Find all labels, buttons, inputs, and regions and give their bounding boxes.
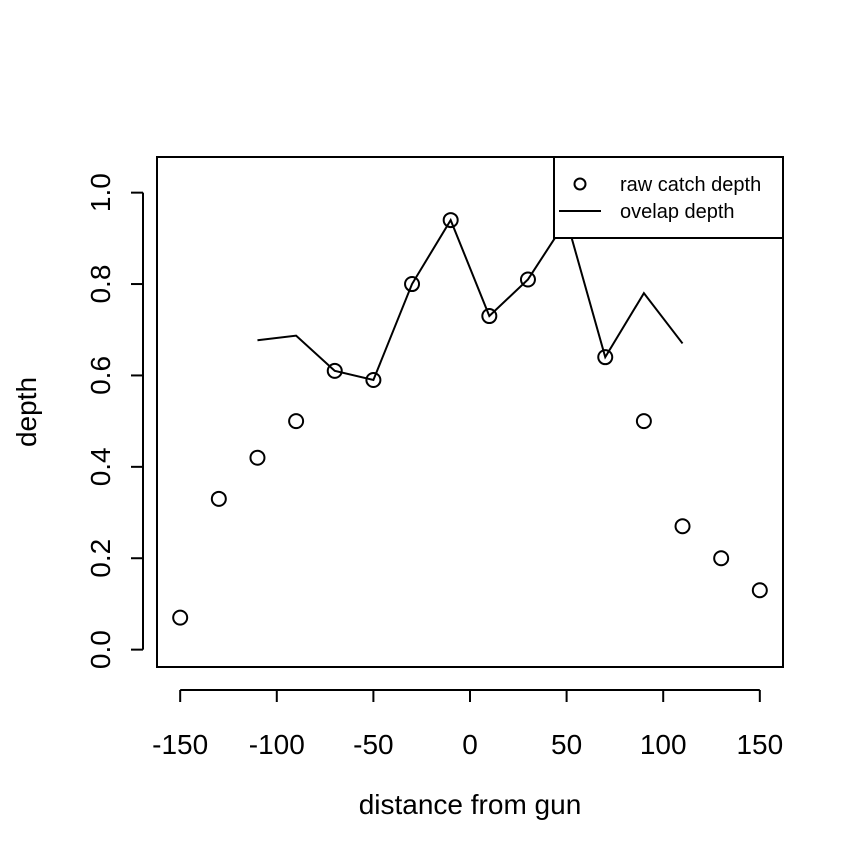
legend-box <box>553 156 784 239</box>
y-axis-title: depth <box>11 377 42 447</box>
x-axis: -150 -100 -50 0 50 100 150 <box>152 689 783 760</box>
data-point-raw-catch-depth <box>751 582 768 599</box>
legend: raw catch depth ovelap depth <box>553 156 784 239</box>
y-tick-label: 0.2 <box>85 539 116 578</box>
legend-label-ovelap-depth: ovelap depth <box>620 201 735 223</box>
x-tick-label: -100 <box>249 729 305 760</box>
x-tick-label: 150 <box>736 729 783 760</box>
data-point-raw-catch-depth <box>404 276 421 293</box>
data-point-raw-catch-depth <box>442 212 459 229</box>
x-tick-label: -50 <box>353 729 393 760</box>
x-tick-label: 50 <box>551 729 582 760</box>
y-tick-label: 0.8 <box>85 265 116 304</box>
data-point-raw-catch-depth <box>674 518 691 535</box>
x-tick-label: -150 <box>152 729 208 760</box>
x-axis-title: distance from gun <box>359 789 582 820</box>
data-point-raw-catch-depth <box>635 413 652 430</box>
y-tick-label: 1.0 <box>85 173 116 212</box>
data-point-raw-catch-depth <box>288 413 305 430</box>
data-point-raw-catch-depth <box>519 271 536 288</box>
data-point-raw-catch-depth <box>210 490 227 507</box>
legend-label-raw-catch-depth: raw catch depth <box>620 174 761 196</box>
data-point-raw-catch-depth <box>481 308 498 325</box>
y-tick-label: 0.0 <box>85 630 116 669</box>
x-tick-label: 100 <box>640 729 687 760</box>
y-axis: 0.0 0.2 0.4 0.6 0.8 1.0 <box>85 173 144 669</box>
data-point-raw-catch-depth <box>326 362 343 379</box>
data-point-raw-catch-depth <box>713 550 730 567</box>
data-point-raw-catch-depth <box>172 609 189 626</box>
data-point-raw-catch-depth <box>249 449 266 466</box>
data-point-raw-catch-depth <box>365 372 382 389</box>
plot-frame <box>156 156 784 668</box>
data-point-raw-catch-depth <box>597 349 614 366</box>
series-line-ovelap-depth <box>257 217 684 382</box>
y-tick-label: 0.6 <box>85 356 116 395</box>
y-tick-label: 0.4 <box>85 447 116 486</box>
x-tick-label: 0 <box>462 729 478 760</box>
plot-area <box>172 212 768 626</box>
legend-point-marker <box>573 177 587 191</box>
